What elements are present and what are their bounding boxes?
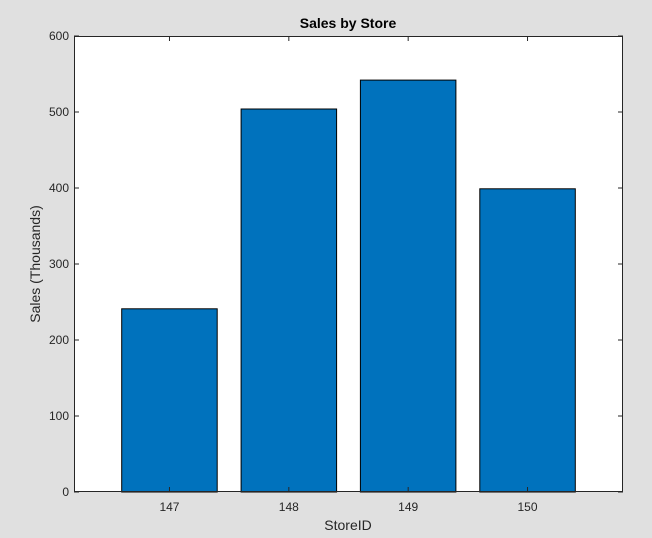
bar-148 <box>240 108 338 493</box>
x-tick-label-149: 149 <box>398 500 418 514</box>
y-tick-label-500: 500 <box>49 105 69 119</box>
chart-title: Sales by Store <box>300 15 397 31</box>
y-tick-label-100: 100 <box>49 409 69 423</box>
y-tick-label-200: 200 <box>49 333 69 347</box>
x-axis-label: StoreID <box>324 517 371 533</box>
y-tick-label-400: 400 <box>49 181 69 195</box>
plot-border <box>74 36 623 492</box>
bars-layer <box>121 79 576 493</box>
x-tick-label-148: 148 <box>279 500 299 514</box>
bar-147 <box>121 308 218 493</box>
bar-149 <box>359 79 457 493</box>
tick-labels-layer: 147 148 149 150 0 100 200 300 400 500 600 <box>49 29 538 514</box>
y-tick-label-0: 0 <box>62 485 69 499</box>
y-tick-label-300: 300 <box>49 257 69 271</box>
y-tick-label-600: 600 <box>49 29 69 43</box>
y-axis-label: Sales (Thousands) <box>27 205 43 323</box>
bar-150 <box>479 188 576 493</box>
x-tick-label-150: 150 <box>518 500 538 514</box>
x-tick-label-147: 147 <box>159 500 179 514</box>
